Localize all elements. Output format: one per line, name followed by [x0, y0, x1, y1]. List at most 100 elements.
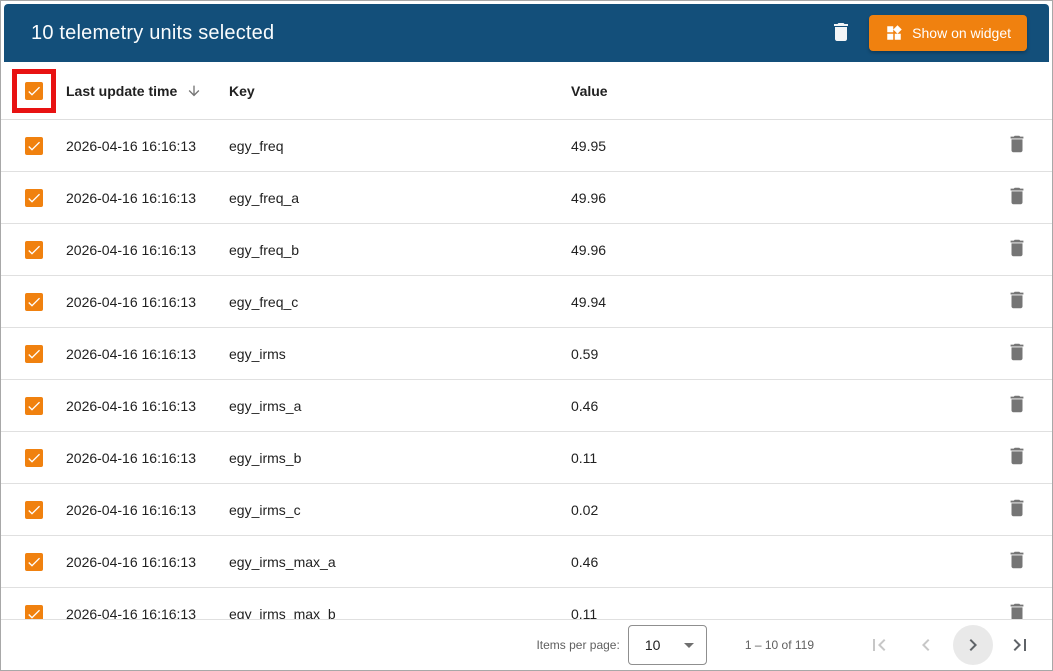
first-page-icon [867, 633, 891, 657]
row-time: 2026-04-16 16:16:13 [66, 189, 196, 206]
last-page-icon [1008, 633, 1032, 657]
row-checkbox[interactable] [25, 136, 43, 155]
row-delete-button[interactable] [997, 230, 1037, 270]
table-row[interactable]: 2026-04-16 16:16:13 egy_freq_b 49.96 [1, 224, 1052, 276]
table-row[interactable]: 2026-04-16 16:16:13 egy_freq_c 49.94 [1, 276, 1052, 328]
row-delete-button[interactable] [997, 490, 1037, 530]
table-row[interactable]: 2026-04-16 16:16:13 egy_freq_a 49.96 [1, 172, 1052, 224]
selection-toolbar: 10 telemetry units selected Show on widg… [4, 4, 1049, 62]
row-checkbox[interactable] [25, 500, 43, 519]
table-body: 2026-04-16 16:16:13 egy_freq 49.95 [1, 120, 1052, 620]
row-delete-button[interactable] [997, 438, 1037, 478]
column-label-time: Last update time [66, 82, 178, 99]
row-key: egy_irms_max_b [229, 605, 336, 621]
row-value: 0.11 [571, 605, 598, 621]
table-row[interactable]: 2026-04-16 16:16:13 egy_freq 49.95 [1, 120, 1052, 172]
column-header-value: Value [571, 82, 608, 99]
row-time: 2026-04-16 16:16:13 [66, 605, 196, 621]
table-row[interactable]: 2026-04-16 16:16:13 egy_irms_b 0.11 [1, 432, 1052, 484]
row-key: egy_freq_b [229, 241, 300, 258]
check-icon [26, 294, 42, 310]
row-checkbox[interactable] [25, 604, 43, 621]
table-row[interactable]: 2026-04-16 16:16:13 egy_irms_a 0.46 [1, 380, 1052, 432]
check-icon [26, 138, 42, 154]
row-delete-button[interactable] [997, 386, 1037, 426]
row-value: 0.59 [571, 345, 599, 362]
previous-page-button [906, 625, 946, 665]
table-row[interactable]: 2026-04-16 16:16:13 egy_irms_c 0.02 [1, 484, 1052, 536]
row-delete-button[interactable] [997, 126, 1037, 166]
table-row[interactable]: 2026-04-16 16:16:13 egy_irms 0.59 [1, 328, 1052, 380]
row-delete-button[interactable] [997, 594, 1037, 620]
row-checkbox[interactable] [25, 396, 43, 415]
page-range-label: 1 – 10 of 119 [744, 638, 814, 652]
row-time: 2026-04-16 16:16:13 [66, 137, 196, 154]
arrow-downward-icon [186, 83, 202, 99]
row-delete-button[interactable] [997, 542, 1037, 582]
row-delete-button[interactable] [997, 282, 1037, 322]
page-size-value: 10 [644, 637, 661, 653]
next-page-button[interactable] [953, 625, 993, 665]
row-checkbox[interactable] [25, 344, 43, 363]
first-page-button [859, 625, 899, 665]
chevron-right-icon [961, 633, 985, 657]
check-icon [26, 398, 42, 414]
row-time: 2026-04-16 16:16:13 [66, 501, 196, 518]
row-key: egy_freq_c [229, 293, 299, 310]
row-checkbox[interactable] [25, 240, 43, 259]
page-size-select[interactable]: 10 [627, 625, 707, 665]
row-value: 0.46 [571, 553, 599, 570]
column-header-last-update-time[interactable]: Last update time [66, 83, 229, 99]
check-icon [26, 450, 42, 466]
row-key: egy_irms_b [229, 449, 302, 466]
check-icon [26, 242, 42, 258]
row-value: 49.95 [571, 137, 607, 154]
row-checkbox[interactable] [25, 448, 43, 467]
row-time: 2026-04-16 16:16:13 [66, 293, 196, 310]
row-value: 0.46 [571, 397, 599, 414]
row-checkbox[interactable] [25, 552, 43, 571]
row-time: 2026-04-16 16:16:13 [66, 241, 196, 258]
check-icon [26, 83, 42, 99]
row-value: 49.96 [571, 189, 607, 206]
row-time: 2026-04-16 16:16:13 [66, 397, 196, 414]
check-icon [26, 190, 42, 206]
widgets-icon [885, 24, 903, 42]
row-value: 0.02 [571, 501, 599, 518]
row-checkbox[interactable] [25, 292, 43, 311]
check-icon [26, 554, 42, 570]
row-key: egy_irms_a [229, 397, 302, 414]
trash-icon [1006, 237, 1028, 262]
last-page-button[interactable] [1000, 625, 1040, 665]
table-header-row: Last update time Key Value [1, 62, 1052, 120]
row-value: 49.96 [571, 241, 607, 258]
trash-icon [1006, 289, 1028, 314]
chevron-left-icon [914, 633, 938, 657]
show-on-widget-button[interactable]: Show on widget [869, 15, 1027, 51]
check-icon [26, 606, 42, 621]
row-delete-button[interactable] [997, 334, 1037, 374]
row-key: egy_freq [229, 137, 284, 154]
row-key: egy_irms [229, 345, 286, 362]
row-delete-button[interactable] [997, 178, 1037, 218]
row-key: egy_irms_c [229, 501, 301, 518]
row-checkbox[interactable] [25, 188, 43, 207]
show-on-widget-label: Show on widget [912, 25, 1011, 41]
table-row[interactable]: 2026-04-16 16:16:13 egy_irms_max_b 0.11 [1, 588, 1052, 620]
delete-selected-button[interactable] [821, 13, 861, 53]
trash-icon [1006, 185, 1028, 210]
table-row[interactable]: 2026-04-16 16:16:13 egy_irms_max_a 0.46 [1, 536, 1052, 588]
row-time: 2026-04-16 16:16:13 [66, 449, 196, 466]
row-time: 2026-04-16 16:16:13 [66, 345, 196, 362]
row-time: 2026-04-16 16:16:13 [66, 553, 196, 570]
column-header-key: Key [229, 82, 255, 99]
trash-icon [1006, 549, 1028, 574]
trash-icon [1006, 601, 1028, 620]
check-icon [26, 346, 42, 362]
row-value: 49.94 [571, 293, 607, 310]
select-all-checkbox[interactable] [25, 81, 43, 100]
trash-icon [1006, 497, 1028, 522]
row-key: egy_freq_a [229, 189, 300, 206]
paginator: Items per page: 10 1 – 10 of 119 [1, 619, 1052, 670]
